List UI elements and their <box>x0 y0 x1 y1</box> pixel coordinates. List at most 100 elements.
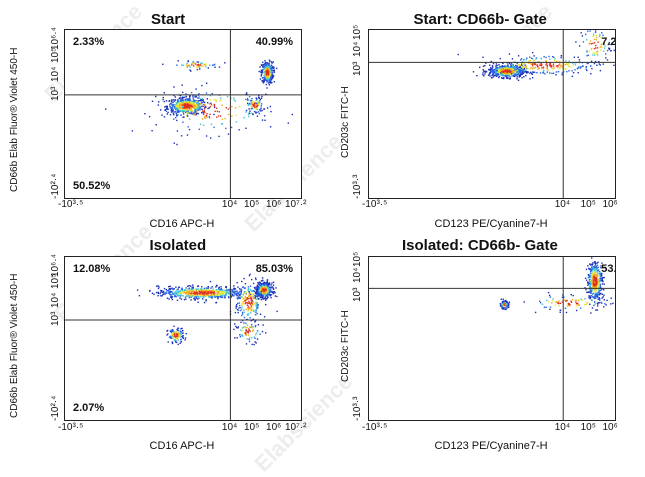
data-point <box>186 292 189 294</box>
data-point <box>169 289 172 291</box>
data-point <box>228 107 231 109</box>
data-point <box>233 99 235 101</box>
data-point <box>236 303 238 306</box>
data-point <box>258 293 260 295</box>
data-point <box>205 294 207 296</box>
data-point <box>235 290 238 293</box>
data-point <box>189 112 191 115</box>
data-point <box>252 290 254 292</box>
data-point <box>241 306 243 308</box>
data-point <box>204 111 206 114</box>
data-point <box>205 135 208 137</box>
data-point <box>502 62 504 64</box>
data-point <box>176 335 178 338</box>
data-point <box>214 294 216 297</box>
data-point <box>610 43 612 46</box>
data-point <box>249 110 251 112</box>
data-point <box>549 64 552 66</box>
data-point <box>171 341 173 343</box>
data-point <box>559 63 561 65</box>
data-point <box>182 104 185 106</box>
data-point <box>206 291 208 293</box>
data-point <box>269 289 272 291</box>
data-point <box>501 65 504 67</box>
data-point <box>590 48 593 50</box>
data-point <box>183 103 186 105</box>
data-point <box>599 283 601 285</box>
data-point <box>588 50 590 52</box>
data-point <box>268 288 270 290</box>
data-point <box>559 67 561 69</box>
data-point <box>539 300 541 302</box>
data-point <box>521 61 524 63</box>
data-point <box>271 72 274 74</box>
data-point <box>530 72 533 75</box>
data-point <box>268 293 270 295</box>
data-point <box>169 285 171 287</box>
data-point <box>233 285 235 287</box>
data-point <box>254 111 257 113</box>
data-point <box>250 320 252 322</box>
data-point <box>199 107 201 110</box>
data-point <box>183 291 185 293</box>
data-point <box>254 291 257 294</box>
data-point <box>167 111 169 114</box>
data-point <box>512 72 515 75</box>
data-point <box>523 59 525 61</box>
data-point <box>549 296 552 298</box>
data-point <box>484 73 486 75</box>
data-point <box>578 65 580 68</box>
data-point <box>263 316 266 318</box>
data-point <box>205 292 208 295</box>
data-point <box>186 134 189 136</box>
data-point <box>519 75 521 77</box>
data-point <box>175 341 177 343</box>
data-point <box>187 105 190 107</box>
data-point <box>270 73 272 75</box>
data-point <box>525 74 527 77</box>
data-point <box>565 60 567 62</box>
data-point <box>601 288 603 291</box>
data-point <box>209 294 211 296</box>
data-point <box>488 73 491 75</box>
data-point <box>510 72 513 75</box>
data-point <box>530 63 533 65</box>
data-point <box>197 106 199 108</box>
data-point <box>526 71 528 74</box>
data-point <box>260 108 262 110</box>
data-point <box>177 100 179 102</box>
data-point <box>251 104 253 106</box>
data-point <box>256 312 258 315</box>
data-point <box>223 296 226 298</box>
data-point <box>575 305 578 307</box>
data-point <box>180 291 182 294</box>
data-point <box>189 105 191 108</box>
data-point <box>252 103 254 106</box>
data-point <box>597 266 599 268</box>
data-point <box>192 106 195 109</box>
data-point <box>193 291 195 293</box>
data-point <box>171 337 174 340</box>
data-point <box>180 135 183 137</box>
data-point <box>587 274 590 276</box>
data-point <box>213 292 215 295</box>
data-point <box>215 286 217 288</box>
data-point <box>256 288 259 290</box>
panel-4-quadrant-ur-percent: 53.11% <box>601 263 616 275</box>
data-point <box>272 61 274 63</box>
data-point <box>196 68 199 71</box>
data-point <box>570 300 572 302</box>
data-point <box>263 108 265 110</box>
data-point <box>563 296 565 298</box>
data-point <box>212 291 215 294</box>
data-point <box>247 297 250 300</box>
data-point <box>219 295 222 298</box>
data-point <box>233 328 235 331</box>
data-point <box>226 290 228 292</box>
data-point <box>179 332 182 334</box>
data-point <box>529 56 531 58</box>
data-point <box>262 282 265 284</box>
data-point <box>225 127 227 130</box>
data-point <box>491 70 493 72</box>
data-point <box>192 105 195 107</box>
